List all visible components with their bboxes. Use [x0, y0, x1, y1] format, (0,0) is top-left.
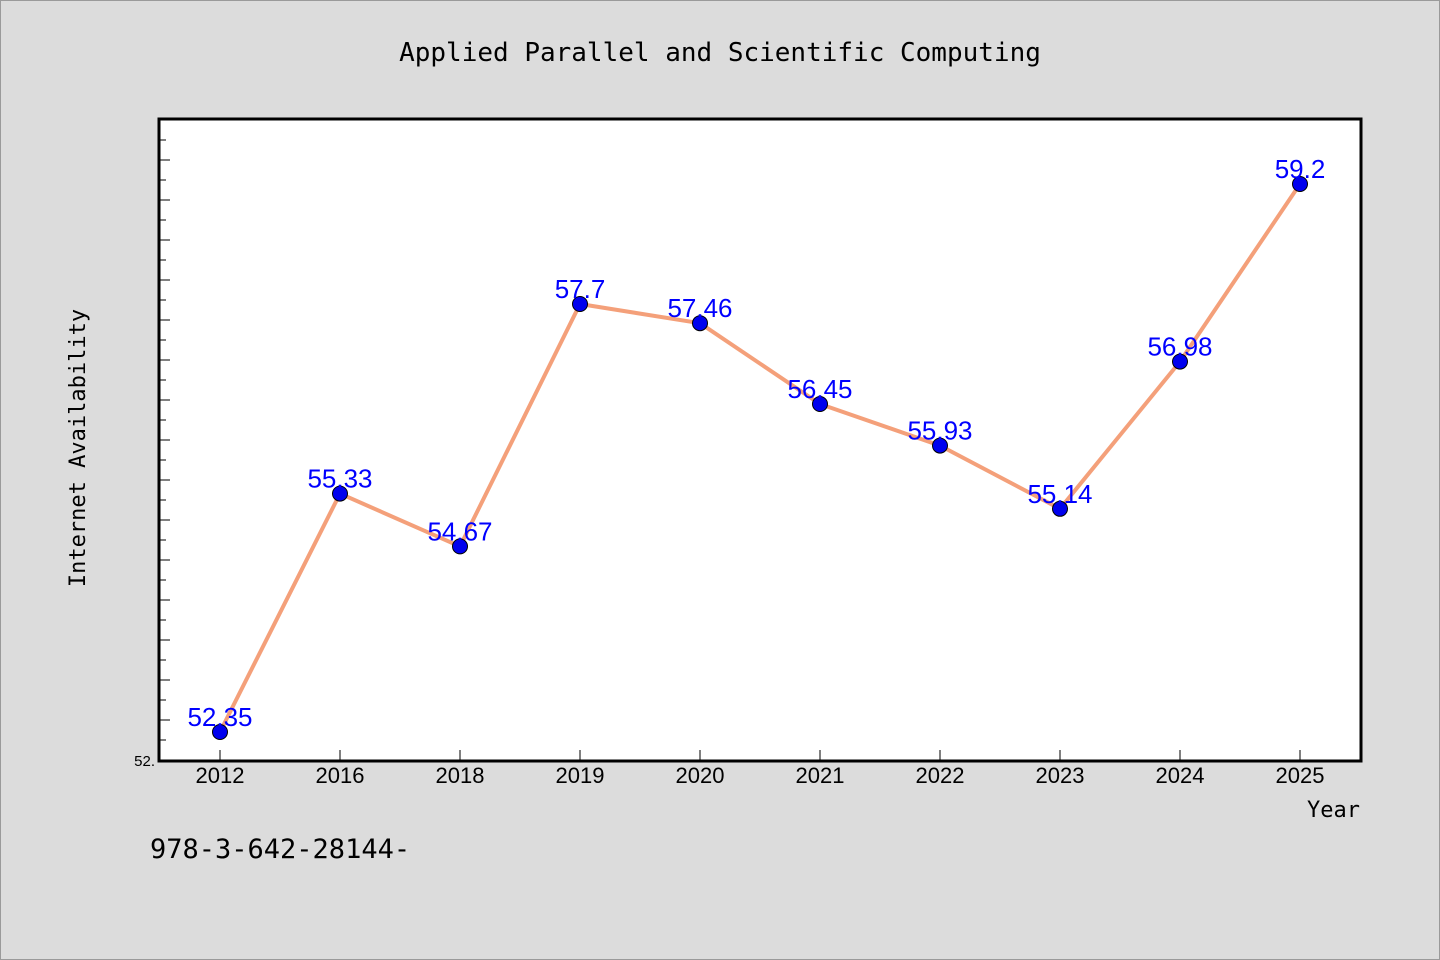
- series-line-group: [218, 182, 1302, 733]
- data-point: [1292, 176, 1308, 192]
- x-axis-label: Year: [1307, 798, 1360, 823]
- data-label: 55.93: [907, 416, 972, 446]
- x-tick-label: 2022: [916, 763, 965, 788]
- data-label: 54.67: [427, 516, 492, 546]
- x-tick-label: 2019: [556, 763, 605, 788]
- data-point: [332, 485, 348, 502]
- data-point: [692, 315, 708, 332]
- x-tick-label: 2021: [796, 763, 845, 788]
- data-point: [1052, 500, 1068, 517]
- data-point: [572, 296, 588, 312]
- y-axis-ticks: [160, 139, 170, 741]
- y-tick-label: 52.: [134, 753, 155, 770]
- x-axis-tick-labels: 2012 2016 2018 2019 2020 2021 2022 2023 2024 2025: [196, 763, 1325, 788]
- data-point: [1172, 353, 1188, 370]
- data-label: 52.35: [187, 702, 252, 732]
- data-labels: 52.35 55.33 54.67 57.7 57.46 56.45 55.93 55.14 5…: [187, 154, 1325, 732]
- y-axis-label: Internet Availability: [66, 309, 91, 587]
- plot-area: [157, 117, 1363, 763]
- data-label: 56.98: [1147, 332, 1212, 362]
- x-axis-ticks: [219, 750, 1301, 760]
- x-tick-label: 2018: [436, 763, 485, 788]
- data-label: 57.46: [667, 293, 732, 323]
- data-point: [212, 724, 228, 740]
- x-tick-label: 2024: [1156, 763, 1205, 788]
- data-point: [452, 538, 468, 555]
- data-point: [932, 437, 948, 454]
- footer-code: 978-3-642-28144-: [150, 834, 411, 865]
- x-tick-label: 2012: [196, 763, 245, 788]
- chart-title: Applied Parallel and Scientific Computin…: [399, 38, 1041, 68]
- x-tick-label: 2016: [316, 763, 365, 788]
- series-markers: [212, 176, 1308, 740]
- x-tick-label: 2020: [676, 763, 725, 788]
- data-label: 55.14: [1027, 479, 1092, 509]
- y-axis-tick-labels: 52.: [134, 753, 155, 770]
- data-label: 55.33: [307, 464, 372, 494]
- data-label: 59.2: [1275, 154, 1326, 184]
- data-label: 56.45: [787, 374, 852, 404]
- data-label: 57.7: [555, 274, 606, 304]
- x-tick-label: 2023: [1036, 763, 1085, 788]
- series-line: [218, 182, 1302, 733]
- data-point: [812, 396, 828, 412]
- x-tick-label: 2025: [1276, 763, 1325, 788]
